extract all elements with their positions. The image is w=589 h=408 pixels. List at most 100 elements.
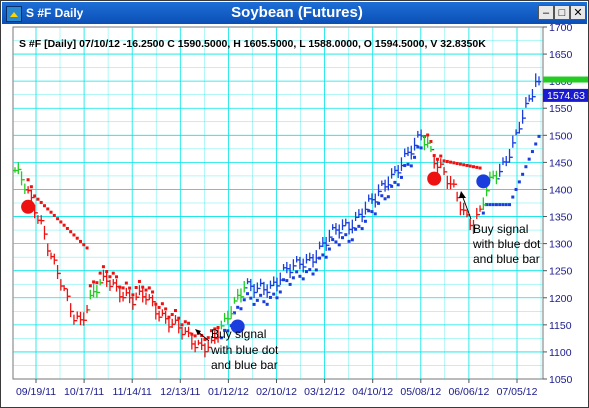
stop-dot	[445, 160, 449, 164]
x-tick-label: 12/13/11	[160, 386, 200, 398]
stop-dot	[367, 209, 371, 213]
stop-dot	[49, 210, 53, 214]
x-tick-label: 05/08/12	[400, 386, 441, 398]
stop-dot	[144, 288, 148, 292]
annotation-1-line-1: Buy signal	[211, 327, 266, 341]
stop-dot	[491, 203, 495, 207]
stop-dot	[337, 243, 341, 247]
annotation-1-line-3: and blue bar	[211, 358, 278, 372]
stop-dot	[301, 277, 305, 281]
stop-dot	[449, 160, 453, 164]
stop-dot	[239, 307, 243, 311]
y-tick-label: 1100	[549, 347, 572, 359]
stop-dot	[488, 203, 492, 207]
stop-dot	[193, 334, 197, 338]
title-bar[interactable]: S #F Daily Soybean (Futures) – □ ✕	[2, 2, 587, 24]
stop-dot	[393, 180, 397, 184]
stop-dot	[82, 243, 86, 247]
stop-dot	[357, 224, 361, 228]
stop-dot	[131, 293, 135, 297]
stop-dot	[314, 268, 318, 272]
annotation-arrowhead-2	[459, 191, 466, 198]
stop-dot	[334, 240, 338, 244]
stop-dot	[268, 295, 272, 299]
stop-dot	[154, 302, 158, 306]
stop-dot	[308, 268, 312, 272]
y-tick-label: 1250	[549, 266, 573, 278]
stop-dot	[36, 197, 40, 201]
sell-signal-dot	[21, 199, 36, 214]
stop-dot	[468, 164, 472, 168]
stop-dot	[272, 292, 276, 296]
stop-dot	[26, 178, 30, 182]
stop-dot	[494, 203, 498, 207]
y-tick-label: 1450	[549, 157, 573, 169]
stop-dot	[396, 183, 400, 187]
annotation-2-line-3: and blue bar	[473, 252, 540, 266]
stop-dot	[363, 219, 367, 223]
stop-dot	[311, 272, 315, 276]
stop-dot	[164, 307, 168, 311]
stop-dot	[458, 162, 462, 166]
stop-dot	[183, 320, 187, 324]
y-axis: 1050 1100 1150 1200 1250 1300 1350 1400 1450 1500…	[543, 22, 573, 386]
stop-dot	[465, 163, 469, 167]
stop-dot	[278, 290, 282, 294]
stop-dot	[455, 161, 459, 165]
stop-dot	[298, 274, 302, 278]
stop-dot	[285, 279, 289, 283]
stop-dot	[134, 285, 138, 289]
stop-dot	[406, 162, 410, 166]
stop-dot	[291, 276, 295, 280]
stop-dot	[432, 154, 436, 158]
stop-dot	[409, 164, 413, 168]
stop-dot	[524, 165, 528, 169]
annotation-2-line-1: Buy signal	[473, 222, 528, 236]
annotation-arrow-2	[461, 194, 472, 220]
stop-dot	[370, 210, 374, 214]
stop-dot	[170, 313, 174, 317]
stop-dot	[39, 200, 43, 204]
stop-dot	[527, 157, 531, 161]
stop-dot	[304, 270, 308, 274]
stop-dot	[511, 195, 515, 199]
stop-dot	[223, 328, 227, 332]
stop-dot	[56, 217, 60, 221]
stop-dot	[242, 298, 246, 302]
annotation-2-line-2: with blue dot	[472, 237, 541, 251]
stop-dot	[439, 154, 443, 158]
stop-dot	[75, 236, 79, 240]
buy-signal-dot	[476, 174, 491, 189]
sell-signal-dot	[427, 171, 442, 186]
close-button[interactable]: ✕	[570, 5, 586, 20]
x-tick-label: 09/19/11	[16, 386, 56, 398]
maximize-button[interactable]: □	[554, 5, 570, 20]
stop-dot	[472, 165, 475, 169]
x-tick-label: 06/06/12	[448, 386, 489, 398]
stop-dot	[65, 226, 69, 230]
stop-dot	[42, 204, 46, 208]
stop-dot	[98, 271, 102, 275]
stop-dot	[344, 233, 348, 237]
stop-dot	[537, 134, 541, 138]
stop-dot	[419, 146, 423, 150]
stop-dot	[167, 315, 171, 319]
stop-dot	[327, 247, 331, 251]
stop-dot	[321, 253, 325, 257]
stop-dot	[265, 302, 269, 306]
stop-dot	[360, 227, 364, 231]
x-tick-label: 04/10/12	[352, 386, 393, 398]
stop-dot	[79, 239, 82, 243]
y-tick-label: 1300	[549, 239, 573, 251]
stop-dot	[213, 327, 217, 331]
stop-dot	[521, 172, 525, 176]
stop-dot	[504, 203, 508, 207]
stop-dot	[259, 293, 263, 297]
x-tick-label: 02/10/12	[256, 386, 297, 398]
stop-dot	[92, 280, 96, 284]
stop-dot	[85, 246, 89, 250]
minimize-button[interactable]: –	[538, 5, 554, 20]
stop-dot	[399, 175, 403, 179]
stop-dot	[62, 223, 66, 227]
stop-dot	[111, 271, 115, 275]
